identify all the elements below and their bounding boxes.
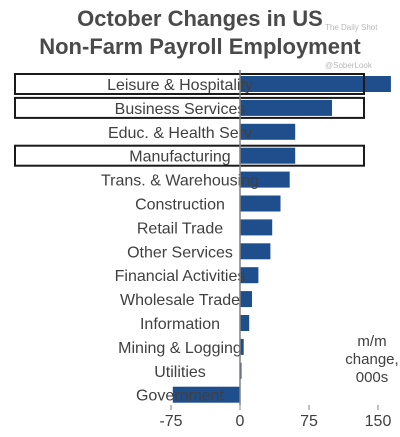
category-labels: Leisure & Hospitality Business Services Ed… xyxy=(101,77,259,405)
category-label: Educ. & Health Serv xyxy=(108,125,252,142)
category-label: Utilities xyxy=(154,364,206,381)
category-label: Other Services xyxy=(127,244,233,261)
bar-other-services xyxy=(240,243,271,260)
bar-leisure-hospitality xyxy=(240,76,391,92)
bar-educ-health-serv xyxy=(240,123,296,140)
unit-label-line-2: change, xyxy=(345,351,398,368)
x-tick-labels: -75075150225 xyxy=(159,413,392,430)
highlight-box xyxy=(14,96,365,119)
category-label: Government xyxy=(136,388,225,405)
bar-mining-logging xyxy=(240,338,244,355)
category-label: Leisure & Hospitality xyxy=(107,77,253,94)
watermark-handle: @SoberLook xyxy=(325,61,373,70)
bar-financial-activities xyxy=(240,267,259,284)
bar-business-services xyxy=(240,99,332,116)
unit-label-line-3: 000s xyxy=(356,369,389,386)
bar-retail-trade xyxy=(240,219,273,236)
category-label: Manufacturing xyxy=(129,149,230,166)
highlight-box xyxy=(14,144,365,167)
category-label: Financial Activities xyxy=(115,268,246,285)
category-label: Business Services xyxy=(115,101,246,118)
unit-label-line-1: m/m xyxy=(357,333,386,350)
bar-wholesale-trade xyxy=(240,291,252,308)
bar-construction xyxy=(240,195,281,212)
highlight-boxes xyxy=(14,73,365,167)
x-tick-label: -75 xyxy=(159,413,182,430)
chart-title-line-1: October Changes in US xyxy=(77,6,323,31)
bar-information xyxy=(240,315,250,331)
chart-title-line-2: Non-Farm Payroll Employment xyxy=(39,34,361,59)
category-label: Trans. & Warehousing xyxy=(101,173,259,190)
unit-label: m/m change, 000s xyxy=(345,333,398,386)
chart-title: October Changes in US Non-Farm Payroll E… xyxy=(39,6,361,59)
category-label: Mining & Logging xyxy=(118,340,242,357)
category-label: Information xyxy=(140,316,220,333)
bars-layer xyxy=(172,76,391,403)
bar-manufacturing xyxy=(240,147,296,164)
highlight-box xyxy=(14,73,365,95)
category-label: Construction xyxy=(135,197,225,214)
category-label: Retail Trade xyxy=(137,220,223,237)
bar-trans-warehousing xyxy=(240,171,290,188)
watermark: The Daily Shot @SoberLook xyxy=(325,23,378,70)
bar-government xyxy=(172,386,240,403)
watermark-top: The Daily Shot xyxy=(325,23,378,32)
x-tick-label: 0 xyxy=(236,413,245,430)
axes xyxy=(170,70,379,410)
x-tick-label: 75 xyxy=(300,413,318,430)
category-label: Wholesale Trade xyxy=(120,292,240,309)
x-tick-label: 150 xyxy=(365,413,392,430)
